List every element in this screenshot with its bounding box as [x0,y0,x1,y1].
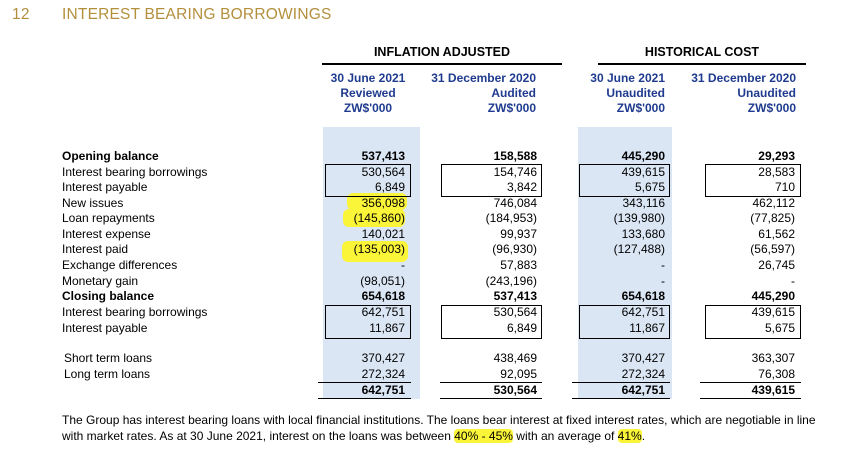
note-paragraph: The Group has interest bearing loans wit… [62,413,816,443]
column-header-3: 31 December 2020 Unaudited ZW$'000 [691,71,796,115]
table-row: New issues 356,098 746,084 343,116 462,112 [62,195,795,210]
table-row: Closing balance 654,618 537,413 654,618 445… [62,289,795,303]
total-rule-0 [318,382,411,383]
shade-col-historical-2021 [578,127,672,399]
box-closing-components-0 [325,305,411,339]
table-row: Interest payable 11,867 6,849 11,867 5,675 [62,320,795,335]
group-historical-underline [598,63,806,65]
total-rule-3 [700,382,801,383]
group-historical-cost: HISTORICAL COST [644,45,760,59]
total-rule-2 [572,382,670,383]
box-closing-components-3 [705,305,801,339]
highlight-rate-range: 40% - 45% [454,429,513,443]
total-double-rule-2 [572,398,670,399]
table-row: Interest payable 6,849 3,842 5,675 710 [62,180,795,194]
table-row: Loan repayments (145,860) (184,953) (139,9… [62,211,795,225]
box-opening-components-1 [441,164,542,197]
group-inflation-underline [322,63,562,65]
table-row: Interest bearing borrowings 530,564 154,7… [62,164,795,179]
section-title: INTEREST BEARING BORROWINGS [62,6,332,23]
box-opening-components-3 [705,164,801,197]
total-rule-1 [440,382,542,383]
table-row: Opening balance 537,413 158,588 445,290 29,… [62,149,795,163]
box-closing-components-2 [579,305,670,339]
highlight-interest-paid [342,241,408,262]
box-closing-components-1 [441,305,542,339]
table-row-total: 642,751 530,564 642,751 439,615 [361,383,795,397]
column-header-1: 31 December 2020 Audited ZW$'000 [431,71,536,115]
section-heading: 12 INTEREST BEARING BORROWINGS [12,6,332,24]
table-row: Interest bearing borrowings 642,751 530,5… [62,305,795,319]
total-double-rule-0 [318,398,411,399]
highlight-new-issues [347,193,407,210]
group-inflation-adjusted: INFLATION ADJUSTED [373,45,511,59]
section-number: 12 [12,6,30,23]
box-opening-components-2 [579,164,670,197]
shade-col-inflation-2021 [323,127,420,399]
table-row: Short term loans 370,427 438,469 370,427 36… [64,351,795,365]
highlight-loan-repayments [343,209,405,227]
highlight-average-rate: 41% [617,429,642,443]
table-row: Interest paid (135,003) (96,930) (127,488)… [62,242,795,256]
table-row: Monetary gain (98,051) (243,196) - - [62,273,795,288]
box-opening-components-0 [325,164,411,197]
column-header-2: 30 June 2021 Unaudited ZW$'000 [590,71,665,115]
table-row: Interest expense 140,021 99,937 133,680 61,… [62,226,795,241]
table-row: Exchange differences -57,883-26,745 [62,258,795,272]
table-row: Long term loans 272,324 92,095 272,324 76,3… [64,367,795,381]
total-double-rule-3 [700,398,801,399]
total-double-rule-1 [440,398,542,399]
column-header-0: 30 June 2021 Reviewed ZW$'000 [330,71,406,115]
